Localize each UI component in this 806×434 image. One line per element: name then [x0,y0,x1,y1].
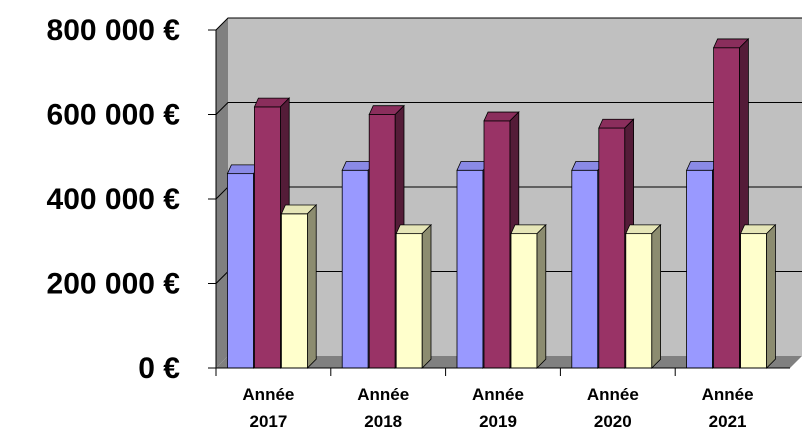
bar-side [766,223,776,369]
y-tick-label: 600 000 € [47,99,181,132]
bar-side [306,204,317,369]
bar-front [625,233,653,369]
bar-front [341,169,369,369]
x-tick-label: Année [242,385,294,404]
bar-front [571,169,599,369]
x-axis-tick-labels: Année 2017 Année 2018 Année 2019 Année 2020 Anné… [242,385,753,431]
x-tick-label: 2019 [479,412,517,431]
y-axis-tick-labels: 0 € 200 000 € 400 000 € 600 000 € 800 000 € [47,14,181,385]
bar-front [395,233,423,369]
bar-front [686,169,713,369]
bar-front [713,47,740,369]
x-tick-label: 2021 [709,412,747,431]
bar-front [740,233,767,369]
x-tick-label: 2017 [249,412,287,431]
bar [739,223,777,369]
y-tick-label: 400 000 € [47,183,181,216]
bar-front [483,120,511,369]
y-tick-label: 200 000 € [47,268,181,301]
bar [510,223,547,369]
bar-front [598,127,626,369]
gridline [215,102,802,115]
y-tick-label: 800 000 € [47,14,181,47]
bar-front [456,169,484,369]
gridline [215,17,802,31]
x-tick-label: Année [357,385,409,404]
bar-side [536,223,547,369]
x-tick-label: Année [702,385,754,404]
bar-front [253,106,281,369]
axes [208,29,790,376]
bar-side [651,223,661,369]
bar [625,223,662,369]
x-tick-label: Année [587,385,639,404]
bar-front [280,213,308,369]
y-tick-label: 0 € [138,352,180,385]
bar-front [510,233,538,369]
x-tick-label: 2018 [364,412,402,431]
x-tick-label: 2020 [594,412,632,431]
bar [280,204,318,369]
bar [395,223,432,369]
bar-front [226,173,254,369]
x-tick-label: Année [472,385,524,404]
bar-side [421,223,432,369]
bar-front [368,114,396,369]
